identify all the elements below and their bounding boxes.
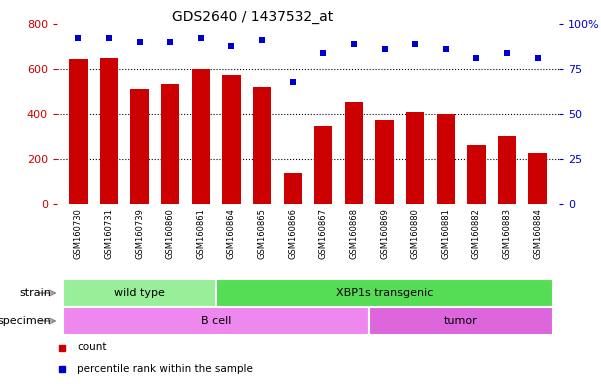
Text: GSM160739: GSM160739 <box>135 208 144 259</box>
Text: tumor: tumor <box>444 316 478 326</box>
Text: GSM160866: GSM160866 <box>288 208 297 259</box>
Text: GSM160882: GSM160882 <box>472 208 481 259</box>
Bar <box>498 136 516 204</box>
Bar <box>130 89 149 204</box>
Point <box>441 46 451 52</box>
Point <box>73 35 83 41</box>
Point <box>288 79 297 85</box>
Bar <box>406 112 424 204</box>
Bar <box>161 84 180 204</box>
Point <box>165 39 175 45</box>
Bar <box>192 69 210 204</box>
Text: count: count <box>77 343 106 353</box>
Text: XBP1s transgenic: XBP1s transgenic <box>336 288 433 298</box>
Bar <box>314 126 332 204</box>
Bar <box>63 279 216 307</box>
Text: specimen: specimen <box>0 316 51 326</box>
Text: GSM160884: GSM160884 <box>533 208 542 259</box>
Point <box>410 41 420 47</box>
Text: strain: strain <box>19 288 51 298</box>
Text: B cell: B cell <box>201 316 231 326</box>
Bar <box>376 120 394 204</box>
Point <box>196 35 206 41</box>
Text: GSM160731: GSM160731 <box>105 208 114 259</box>
Point <box>104 35 114 41</box>
Bar <box>369 307 553 335</box>
Text: GSM160860: GSM160860 <box>166 208 175 259</box>
Point <box>319 50 328 56</box>
Bar <box>284 172 302 204</box>
Text: GSM160864: GSM160864 <box>227 208 236 259</box>
Text: GSM160880: GSM160880 <box>410 208 419 259</box>
Text: GSM160868: GSM160868 <box>349 208 358 259</box>
Text: GSM160881: GSM160881 <box>441 208 450 259</box>
Point <box>135 39 144 45</box>
Bar <box>467 145 486 204</box>
Text: GSM160883: GSM160883 <box>502 208 511 259</box>
Bar <box>100 58 118 204</box>
Point <box>227 43 236 49</box>
Point <box>380 46 389 52</box>
Text: GSM160867: GSM160867 <box>319 208 328 259</box>
Text: GSM160861: GSM160861 <box>197 208 206 259</box>
Point <box>502 50 512 56</box>
Text: GSM160865: GSM160865 <box>258 208 267 259</box>
Bar <box>528 153 547 204</box>
Text: GSM160869: GSM160869 <box>380 208 389 259</box>
Text: GSM160730: GSM160730 <box>74 208 83 259</box>
Point <box>532 55 542 61</box>
Point <box>257 37 267 43</box>
Bar <box>69 59 88 204</box>
Text: GDS2640 / 1437532_at: GDS2640 / 1437532_at <box>172 10 333 23</box>
Bar <box>436 114 455 204</box>
Bar <box>216 279 553 307</box>
Bar <box>63 307 369 335</box>
Text: percentile rank within the sample: percentile rank within the sample <box>77 364 253 374</box>
Point <box>349 41 359 47</box>
Point <box>472 55 481 61</box>
Bar <box>222 74 240 204</box>
Bar <box>253 87 271 204</box>
Text: wild type: wild type <box>114 288 165 298</box>
Bar <box>345 102 363 204</box>
